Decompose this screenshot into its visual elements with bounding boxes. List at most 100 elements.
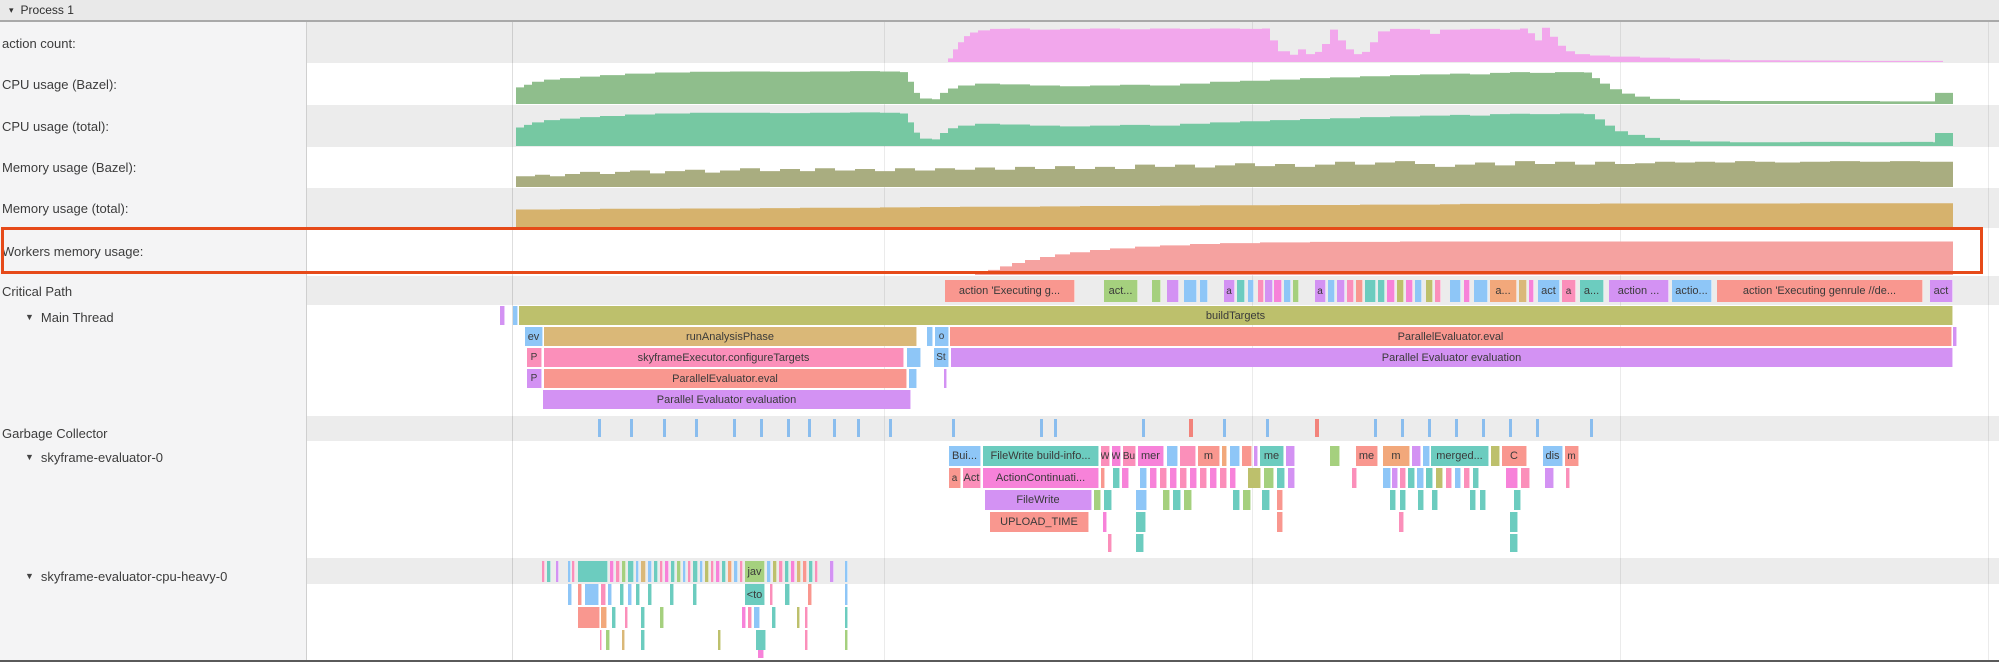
sidebar-item-workers-memory-usage[interactable]: Workers memory usage: bbox=[0, 242, 308, 260]
trace-slice-critical-path[interactable]: act... bbox=[1104, 280, 1138, 302]
gc-tick[interactable] bbox=[663, 419, 666, 437]
sidebar-item-skyframe-evaluator-cpu-heavy-0[interactable]: ▼ skyframe-evaluator-cpu-heavy-0 bbox=[0, 567, 331, 585]
trace-slice-main-thread[interactable] bbox=[944, 369, 947, 388]
trace-slice-skyframe-evaluator-0[interactable] bbox=[1140, 468, 1147, 488]
trace-slice-skyframe-evaluator-cpu-heavy-0[interactable] bbox=[758, 650, 764, 658]
trace-slice-critical-path[interactable]: action 'Executing g... bbox=[945, 280, 1075, 302]
trace-slice-skyframe-evaluator-0[interactable] bbox=[1277, 512, 1283, 532]
trace-slice-skyframe-evaluator-cpu-heavy-0[interactable] bbox=[628, 561, 634, 582]
trace-slice-main-thread[interactable]: ParallelEvaluator.eval bbox=[544, 369, 907, 388]
trace-slice-main-thread[interactable] bbox=[513, 306, 518, 325]
trace-slice-skyframe-evaluator-0[interactable] bbox=[1264, 468, 1274, 488]
trace-slice-critical-path[interactable] bbox=[1474, 280, 1488, 302]
trace-slice-skyframe-evaluator-0[interactable] bbox=[1230, 468, 1236, 488]
trace-slice-skyframe-evaluator-0[interactable] bbox=[1136, 512, 1146, 532]
trace-slice-skyframe-evaluator-cpu-heavy-0[interactable] bbox=[808, 584, 812, 605]
counter-chart-action-count[interactable] bbox=[0, 22, 1999, 63]
trace-slice-critical-path[interactable] bbox=[1464, 280, 1470, 302]
trace-slice-skyframe-evaluator-0[interactable] bbox=[1243, 490, 1251, 510]
trace-slice-skyframe-evaluator-0[interactable]: m bbox=[1383, 446, 1410, 466]
trace-slice-skyframe-evaluator-cpu-heavy-0[interactable] bbox=[722, 561, 726, 582]
gc-tick[interactable] bbox=[787, 419, 790, 437]
trace-slice-skyframe-evaluator-cpu-heavy-0[interactable] bbox=[572, 561, 575, 582]
trace-slice-critical-path[interactable] bbox=[1200, 280, 1208, 302]
trace-slice-skyframe-evaluator-cpu-heavy-0[interactable] bbox=[773, 561, 777, 582]
trace-slice-skyframe-evaluator-0[interactable] bbox=[1480, 490, 1486, 510]
gc-tick[interactable] bbox=[598, 419, 601, 437]
trace-slice-skyframe-evaluator-cpu-heavy-0[interactable] bbox=[606, 630, 610, 650]
trace-slice-skyframe-evaluator-cpu-heavy-0[interactable] bbox=[641, 607, 645, 628]
trace-slice-skyframe-evaluator-cpu-heavy-0[interactable] bbox=[556, 561, 559, 582]
trace-slice-skyframe-evaluator-0[interactable] bbox=[1432, 490, 1438, 510]
gc-tick[interactable] bbox=[833, 419, 836, 437]
gc-tick[interactable] bbox=[808, 419, 811, 437]
trace-slice-skyframe-evaluator-0[interactable] bbox=[1200, 468, 1207, 488]
trace-slice-main-thread[interactable] bbox=[500, 306, 505, 325]
trace-slice-skyframe-evaluator-0[interactable] bbox=[1521, 468, 1530, 488]
trace-slice-skyframe-evaluator-cpu-heavy-0[interactable] bbox=[660, 561, 663, 582]
trace-slice-critical-path[interactable]: act bbox=[1538, 280, 1560, 302]
trace-slice-critical-path[interactable] bbox=[1274, 280, 1282, 302]
counter-chart-memory-usage-total[interactable] bbox=[0, 188, 1999, 228]
trace-slice-skyframe-evaluator-0[interactable] bbox=[1506, 468, 1518, 488]
trace-slice-main-thread[interactable]: P bbox=[527, 369, 542, 388]
trace-slice-main-thread[interactable]: runAnalysisPhase bbox=[544, 327, 917, 346]
trace-slice-skyframe-evaluator-0[interactable] bbox=[1173, 490, 1181, 510]
trace-slice-critical-path[interactable] bbox=[1248, 280, 1254, 302]
trace-slice-skyframe-evaluator-0[interactable] bbox=[1101, 468, 1105, 488]
trace-slice-skyframe-evaluator-cpu-heavy-0[interactable] bbox=[636, 561, 639, 582]
trace-slice-skyframe-evaluator-cpu-heavy-0[interactable] bbox=[748, 607, 752, 628]
trace-slice-critical-path[interactable] bbox=[1328, 280, 1335, 302]
trace-slice-skyframe-evaluator-0[interactable]: C bbox=[1502, 446, 1527, 466]
trace-slice-critical-path[interactable]: act bbox=[1930, 280, 1953, 302]
trace-slice-skyframe-evaluator-cpu-heavy-0[interactable] bbox=[636, 584, 640, 605]
trace-slice-skyframe-evaluator-0[interactable] bbox=[1417, 468, 1424, 488]
trace-slice-skyframe-evaluator-cpu-heavy-0[interactable] bbox=[845, 607, 848, 628]
trace-slice-critical-path[interactable]: a... bbox=[1580, 280, 1604, 302]
trace-slice-skyframe-evaluator-0[interactable]: Bui... bbox=[949, 446, 981, 466]
trace-slice-skyframe-evaluator-cpu-heavy-0[interactable] bbox=[608, 584, 612, 605]
trace-slice-skyframe-evaluator-cpu-heavy-0[interactable] bbox=[622, 630, 625, 650]
trace-slice-skyframe-evaluator-0[interactable]: a bbox=[949, 468, 961, 488]
trace-slice-critical-path[interactable]: action ... bbox=[1609, 280, 1669, 302]
trace-slice-skyframe-evaluator-0[interactable]: Bu bbox=[1123, 446, 1136, 466]
trace-slice-skyframe-evaluator-0[interactable] bbox=[1242, 446, 1252, 466]
trace-slice-skyframe-evaluator-0[interactable]: W bbox=[1101, 446, 1110, 466]
trace-slice-critical-path[interactable] bbox=[1347, 280, 1354, 302]
trace-slice-skyframe-evaluator-cpu-heavy-0[interactable]: jav bbox=[745, 561, 765, 582]
trace-slice-critical-path[interactable] bbox=[1184, 280, 1197, 302]
trace-slice-skyframe-evaluator-cpu-heavy-0[interactable] bbox=[568, 584, 572, 605]
trace-slice-critical-path[interactable] bbox=[1397, 280, 1404, 302]
trace-slice-skyframe-evaluator-0[interactable] bbox=[1470, 490, 1476, 510]
trace-slice-skyframe-evaluator-0[interactable] bbox=[1510, 534, 1518, 552]
gc-tick[interactable] bbox=[1590, 419, 1593, 437]
trace-slice-skyframe-evaluator-cpu-heavy-0[interactable] bbox=[845, 584, 848, 605]
trace-slice-skyframe-evaluator-0[interactable]: m bbox=[1565, 446, 1579, 466]
trace-slice-skyframe-evaluator-0[interactable]: dis bbox=[1543, 446, 1563, 466]
process-header[interactable]: ▾ Process 1 bbox=[0, 0, 1999, 22]
trace-slice-skyframe-evaluator-0[interactable] bbox=[1423, 446, 1430, 466]
trace-slice-skyframe-evaluator-cpu-heavy-0[interactable] bbox=[772, 607, 776, 628]
trace-slice-skyframe-evaluator-cpu-heavy-0[interactable] bbox=[578, 584, 582, 605]
trace-slice-skyframe-evaluator-0[interactable] bbox=[1446, 468, 1452, 488]
trace-slice-skyframe-evaluator-cpu-heavy-0[interactable] bbox=[622, 561, 626, 582]
trace-slice-skyframe-evaluator-0[interactable] bbox=[1248, 468, 1261, 488]
trace-slice-skyframe-evaluator-0[interactable] bbox=[1510, 512, 1518, 532]
trace-slice-skyframe-evaluator-0[interactable] bbox=[1455, 468, 1461, 488]
sidebar-item-garbage-collector[interactable]: Garbage Collector bbox=[0, 424, 308, 442]
gc-tick[interactable] bbox=[1374, 419, 1377, 437]
collapse-triangle-icon[interactable]: ▼ bbox=[25, 452, 34, 462]
trace-slice-skyframe-evaluator-0[interactable] bbox=[1399, 512, 1404, 532]
trace-slice-skyframe-evaluator-0[interactable]: FileWrite build-info... bbox=[983, 446, 1099, 466]
collapse-triangle-icon[interactable]: ▼ bbox=[25, 312, 34, 322]
sidebar-item-memory-usage-total[interactable]: Memory usage (total): bbox=[0, 199, 308, 217]
trace-slice-skyframe-evaluator-0[interactable]: Act bbox=[963, 468, 981, 488]
gc-tick[interactable] bbox=[889, 419, 892, 437]
trace-slice-critical-path[interactable] bbox=[1284, 280, 1291, 302]
trace-slice-skyframe-evaluator-cpu-heavy-0[interactable] bbox=[600, 630, 602, 650]
gc-tick[interactable] bbox=[1401, 419, 1404, 437]
trace-slice-critical-path[interactable] bbox=[1415, 280, 1422, 302]
trace-slice-skyframe-evaluator-cpu-heavy-0[interactable] bbox=[625, 607, 628, 628]
sidebar-item-critical-path[interactable]: Critical Path bbox=[0, 282, 308, 300]
trace-slice-skyframe-evaluator-0[interactable] bbox=[1180, 446, 1196, 466]
